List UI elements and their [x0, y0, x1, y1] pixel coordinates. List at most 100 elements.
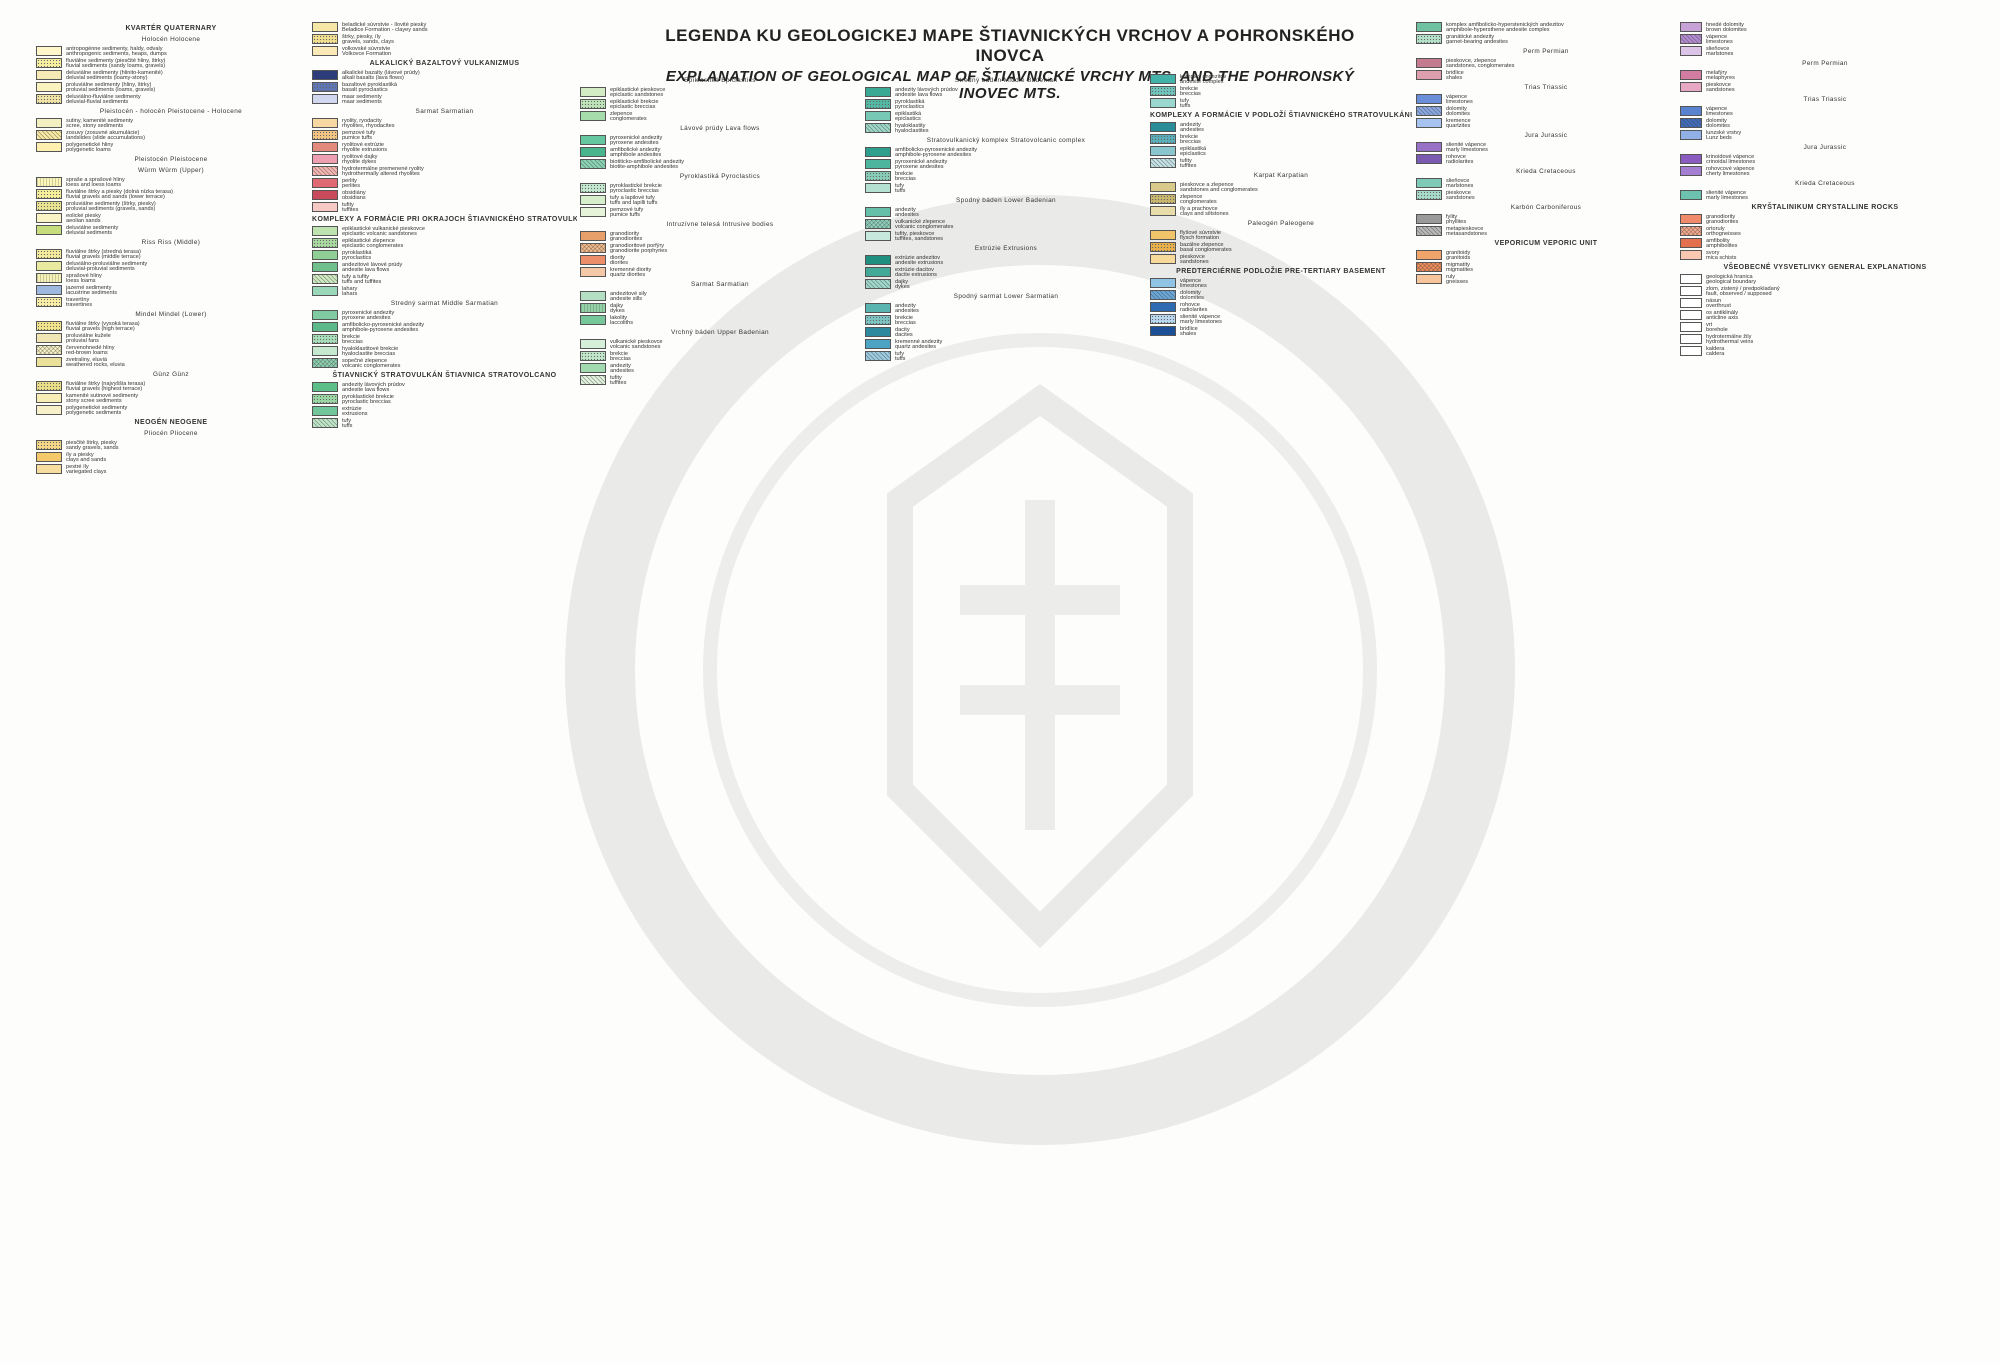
legend-entry: andezity andesites: [865, 303, 1147, 314]
legend-entry: bazálne zlepence basal conglomerates: [1150, 242, 1412, 253]
legend-entry: metapieskovce metasandstones: [1416, 226, 1676, 237]
legend-text-english: tuffs: [1180, 103, 1191, 110]
legend-description: tufy tuffs: [895, 351, 1147, 363]
legend-swatch: [36, 82, 62, 92]
legend-entry: červenohnedé hliny red-brown loams: [36, 345, 306, 356]
legend-text-english: polygenetic sediments: [66, 410, 122, 417]
legend-description: dolomity dolomites: [1706, 118, 1970, 130]
legend-text-english: Volkovce Formation: [342, 51, 392, 58]
legend-swatch: [312, 166, 338, 176]
legend-text-slovak: kamenité sutinové sedimenty: [66, 393, 139, 399]
legend-entry: andezitové lávové prúdy andesite lava flo…: [312, 262, 577, 273]
legend-entry: vulkanické pieskovce volcanic sandstones: [580, 339, 860, 350]
legend-text-slovak: svory: [1706, 250, 1720, 256]
legend-swatch: [36, 189, 62, 199]
legend-entry: slieňovce marlstones: [1680, 46, 1970, 57]
legend-text-english: deluvial-fluvial sediments: [66, 99, 129, 106]
legend-swatch: [36, 273, 62, 283]
legend-description: fluviálne sedimenty (piesčité hliny, štr…: [66, 58, 306, 70]
legend-text-slovak: ryolitové dajky: [342, 154, 378, 160]
legend-swatch: [865, 147, 891, 157]
legend-swatch: [580, 207, 606, 217]
legend-text-english: dolomites: [1706, 123, 1730, 130]
legend-text-slovak: beladické súvrstvie - ílovité piesky: [342, 22, 427, 28]
legend-description: slieňovce marlstones: [1446, 178, 1676, 190]
legend-description: slienité vápence marly limestones: [1180, 314, 1412, 326]
legend-text-english: marly limestones: [1180, 319, 1222, 326]
legend-entry: proluviálne sedimenty (štrky, piesky) pro…: [36, 201, 306, 212]
legend-entry: extrúzie extrusions: [312, 406, 577, 417]
legend-text-english: sandstones: [1180, 259, 1209, 266]
legend-swatch: [36, 440, 62, 450]
legend-text-english: pyroxene andesites: [895, 164, 944, 171]
legend-text-slovak: amfibolické andezity: [610, 147, 661, 153]
legend-description: extrúzie dacitov dacite extrusions: [895, 267, 1147, 279]
legend-entry: rohovce radiolarites: [1416, 154, 1676, 165]
legend-text-slovak: sprašové hliny: [66, 273, 102, 279]
legend-entry: dolomity dolomites: [1150, 290, 1412, 301]
legend-swatch: [1680, 214, 1702, 224]
legend-text-slovak: epiklastické vulkanické pieskovce: [342, 226, 426, 232]
legend-swatch: [580, 87, 606, 97]
legend-description: sprašové hliny loess loams: [66, 273, 306, 285]
legend-text-english: limestones: [1706, 111, 1733, 118]
legend-description: pemzové tufy pumice tuffs: [610, 207, 860, 219]
legend-text-english: andesites: [895, 308, 919, 315]
legend-entry: geologická hranica geological boundary: [1680, 274, 1970, 285]
legend-text-english: hydrothermally altered rhyolites: [342, 171, 420, 178]
legend-entry: deluviálno-fluviálne sedimenty deluvial-f…: [36, 94, 306, 105]
legend-text-slovak: brekcie: [1180, 134, 1199, 140]
legend-text-english: dolomites: [1446, 111, 1470, 118]
legend-text-slovak: dolomity: [1706, 118, 1727, 124]
legend-text-slovak: fluviálne štrky (vysoká terasa): [66, 321, 140, 327]
legend-text-slovak: slieňovce: [1446, 178, 1470, 184]
legend-swatch: [1150, 242, 1176, 252]
legend-description: tufity tuffites: [342, 202, 577, 214]
legend-entry: vápence limestones: [1680, 106, 1970, 117]
legend-entry: pyroklastické brekcie pyroclastic breccia…: [580, 183, 860, 194]
legend-text-slovak: fylity: [1446, 214, 1458, 220]
legend-swatch: [312, 322, 338, 332]
legend-swatch: [312, 346, 338, 356]
legend-text-slovak: extrúzie dacitov: [895, 267, 934, 273]
legend-text-slovak: komplex andezitov: [1180, 74, 1227, 80]
legend-entry: kremenné andezity quartz andesites: [865, 339, 1147, 350]
legend-text-slovak: deluviálne sedimenty: [66, 225, 119, 231]
legend-text-slovak: andezity: [1180, 122, 1201, 128]
legend-text-slovak: granodiority: [1706, 214, 1736, 220]
legend-entry: brekcie breccias: [1150, 86, 1412, 97]
legend-description: piesčité štrky, piesky sandy gravels, san…: [66, 440, 306, 452]
legend-text-slovak: tufity, pieskovce: [895, 231, 935, 237]
legend-description: epiklastické brekcie epiclastic breccias: [610, 99, 860, 111]
legend-entry: sutiny, kamenité sedimenty scree, stony s…: [36, 118, 306, 129]
legend-section-heading: Pliocén Pliocene: [144, 430, 198, 437]
legend-entry: alkalické bazalty (lávové prúdy) alkali b…: [312, 70, 577, 81]
legend-description: hnedé dolomity brown dolomites: [1706, 22, 1970, 34]
legend-text-english: hyaloclastite breccias: [342, 351, 396, 358]
legend-entry: brekcie breccias: [312, 334, 577, 345]
legend-swatch: [865, 207, 891, 217]
legend-swatch: [1680, 310, 1702, 320]
legend-text-slovak: perlity: [342, 178, 357, 184]
legend-swatch: [1150, 98, 1176, 108]
legend-text-slovak: amfibolicko-pyroxenické andezity: [895, 147, 978, 153]
legend-swatch: [1150, 194, 1176, 204]
legend-section-heading: Sarmat Sarmatian: [691, 281, 749, 288]
legend-description: flyšové súvrstvie flysch formation: [1180, 230, 1412, 242]
legend-entry: tufy tuffs: [1150, 98, 1412, 109]
legend-text-slovak: červenohnedé hliny: [66, 345, 115, 351]
legend-swatch: [580, 351, 606, 361]
legend-entry: andezity andesites: [580, 363, 860, 374]
legend-text-english: sandstones: [1446, 195, 1475, 202]
legend-swatch: [312, 238, 338, 248]
legend-text-english: volcanic sandstones: [610, 344, 661, 351]
legend-description: os antiklinály anticline axis: [1706, 310, 1970, 322]
legend-column-5: komplex andezitov andesite complex brekcie…: [1150, 74, 1412, 1347]
legend-text-english: quartz diorites: [610, 272, 646, 279]
legend-entry: pieskovce sandstones: [1680, 82, 1970, 93]
legend-text-english: fluvial sediments (sandy loams, gravels): [66, 63, 166, 70]
legend-text-english: volcanic conglomerates: [895, 224, 954, 231]
legend-header: LEGENDA KU GEOLOGICKEJ MAPE ŠTIAVNICKÝCH…: [660, 26, 1360, 102]
legend-text-english: polygenetic loams: [66, 147, 111, 154]
legend-text-slovak: hyaloklastitové brekcie: [342, 346, 399, 352]
